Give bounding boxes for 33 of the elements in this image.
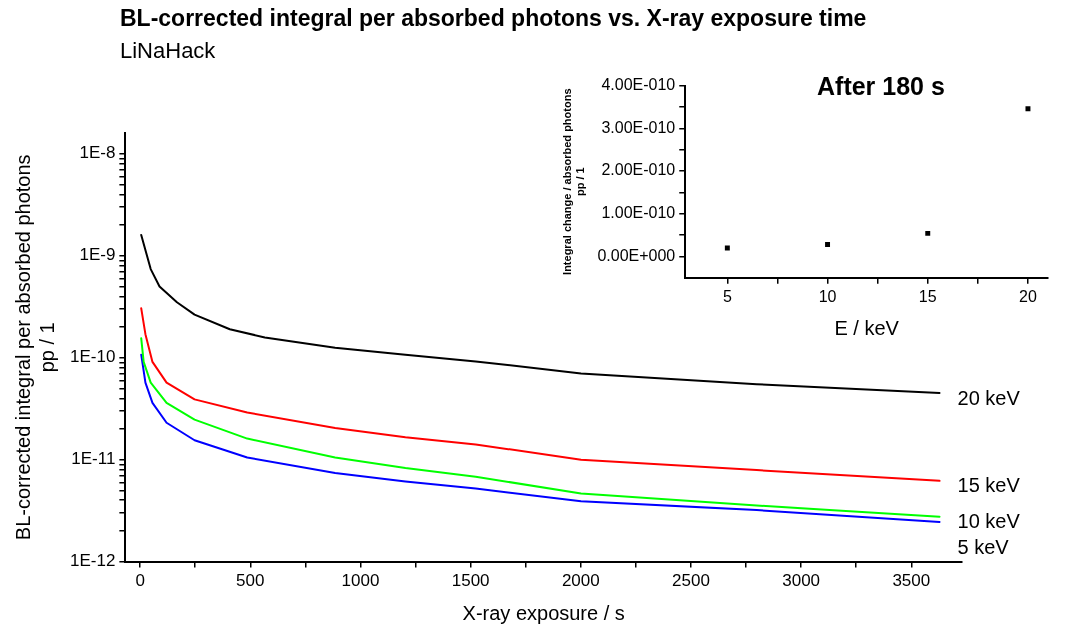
chart-title: After 180 s — [817, 72, 945, 101]
y-tick-label: 1E-11 — [71, 449, 116, 469]
x-tick-label: 0 — [135, 571, 145, 591]
x-tick-label: 3500 — [892, 571, 931, 591]
x-tick-label: 3000 — [782, 571, 821, 591]
y-tick-label: 1E-9 — [79, 245, 116, 265]
x-tick-label: 5 — [722, 287, 732, 305]
y-tick-label: 4.00E-010 — [601, 76, 676, 94]
y-tick-label: 0.00E+000 — [597, 246, 676, 264]
series-label: 20 keV — [957, 386, 1021, 409]
y-tick-label: 1.00E-010 — [601, 204, 676, 222]
x-tick-label: 10 — [818, 287, 837, 305]
series-label: 10 keV — [957, 510, 1021, 533]
chart-subtitle: LiNaHack — [120, 38, 216, 64]
series-label: 15 keV — [957, 474, 1021, 497]
y-tick-label: 1E-12 — [69, 551, 116, 571]
series-label: 5 keV — [957, 536, 1010, 559]
x-tick-label: 1000 — [341, 571, 380, 591]
y-tick-label: 1E-8 — [79, 143, 116, 163]
x-axis-title: X-ray exposure / s — [462, 601, 625, 624]
x-tick-label: 2500 — [672, 571, 710, 591]
x-tick-label: 20 — [1019, 287, 1037, 305]
y-tick-label: 2.00E-010 — [601, 161, 676, 179]
y-tick-label: 1E-10 — [69, 347, 116, 367]
x-axis-title: E / keV — [834, 316, 900, 339]
x-tick-label: 2000 — [561, 571, 600, 591]
x-tick-label: 15 — [918, 287, 937, 305]
x-tick-label: 500 — [236, 571, 265, 591]
x-tick-label: 1500 — [451, 571, 490, 591]
y-tick-label: 3.00E-010 — [601, 118, 676, 136]
y-axis-title: BL-corrected integral per absorbed photons pp / 1 — [11, 154, 58, 541]
y-axis-title: Integral change / absorbed photons pp / 1 — [560, 88, 586, 275]
chart-title: BL-corrected integral per absorbed photons vs. X-ray exposure time — [120, 5, 867, 32]
